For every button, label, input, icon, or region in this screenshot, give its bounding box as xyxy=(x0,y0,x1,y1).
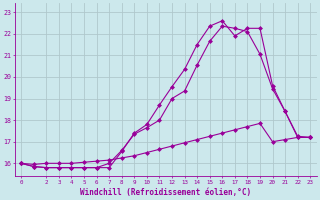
X-axis label: Windchill (Refroidissement éolien,°C): Windchill (Refroidissement éolien,°C) xyxy=(80,188,251,197)
